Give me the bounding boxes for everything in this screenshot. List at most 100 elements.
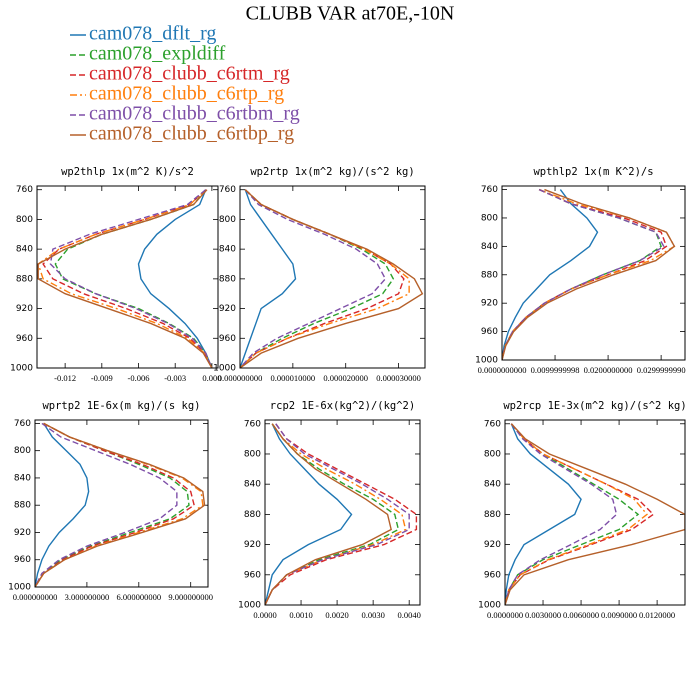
x-tick-label: 3.000000000 [65,592,110,602]
y-tick-label: 920 [244,540,261,550]
y-tick-label: 960 [484,570,501,580]
y-tick-label: 800 [481,213,498,223]
profile-line [265,423,353,605]
plot-frame [34,419,209,588]
profile-line [37,189,213,368]
profile-line [35,422,206,587]
plot-frame [239,185,426,369]
x-tick-label: 0.0099999998 [531,365,580,375]
x-tick-label: 0.0090000 [601,610,637,620]
y-tick-label: 760 [14,419,31,429]
plot-frame [501,185,686,361]
profile-line [42,189,213,368]
y-tick-label: 840 [219,245,236,255]
legend-label: cam078_expldiff [89,43,226,65]
y-tick-label: 1000 [475,356,498,366]
x-tick-label: -0.006 [128,373,150,383]
legend-label: cam078_clubb_c6rtp_rg [89,83,284,105]
y-tick-label: 960 [481,327,498,337]
y-tick-label: 920 [484,540,501,550]
y-tick-label: 760 [244,419,261,429]
y-tick-label: 880 [481,270,498,280]
legend-label: cam078_clubb_c6rtm_rg [89,63,290,85]
x-tick-label: 0.000000000 [13,592,58,602]
x-tick-label: -0.012 [54,373,76,383]
figure-title: CLUBB VAR at70E,-10N [246,3,455,25]
profile-line [505,423,640,605]
profile-line [137,189,213,368]
y-tick-label: 760 [484,419,501,429]
profile-line [502,188,668,360]
x-tick-label: 0.0299999990 [637,365,686,375]
x-tick-label: 0.0010 [289,610,312,620]
x-tick-label: 0.000 [202,373,221,383]
x-tick-label: 0.0200000000 [584,365,633,375]
y-tick-label: 920 [14,528,31,538]
x-tick-label: 0.0120000 [639,610,675,620]
profile-line [240,189,297,368]
y-tick-label: 880 [219,274,236,284]
x-tick-label: 0.0060000 [563,610,599,620]
y-tick-label: 960 [16,334,33,344]
x-tick-label: -0.009 [91,373,113,383]
legend-label: cam078_clubb_c6rtbp_rg [89,123,294,145]
plot-frame [36,185,219,369]
y-tick-label: 800 [14,446,31,456]
panel: wprtp2 1E-6x(m kg)/(s kg) 760 800 840 880 920… [8,400,213,602]
y-tick-label: 840 [244,480,261,490]
x-tick-label: -0.003 [164,373,186,383]
y-tick-label: 880 [484,510,501,520]
panel: wp2rtp 1x(m^2 kg)/(s^2 kg) 760 800 840 880 92… [213,166,426,383]
y-tick-label: 800 [16,215,33,225]
x-tick-label: 0.000010000 [271,373,316,383]
profile-line [35,422,178,587]
y-tick-label: 760 [481,185,498,195]
y-tick-label: 880 [14,501,31,511]
profile-line [265,423,418,605]
y-tick-label: 1000 [238,601,261,611]
panel: wpthlp2 1x(m K^2)/s 760 800 840 880 920 960 100… [475,166,685,375]
y-tick-label: 880 [16,274,33,284]
panel: rcp2 1E-6x(kg^2)/(kg^2) 760 800 840 880 920 96… [238,400,421,620]
profile-line [37,189,213,368]
panel-title: wpthlp2 1x(m K^2)/s [533,166,653,178]
y-tick-label: 960 [219,334,236,344]
profile-line [49,189,213,368]
y-tick-label: 1000 [478,601,501,611]
y-tick-label: 760 [16,185,33,195]
profile-line [505,423,655,605]
x-tick-label: 0.0030000 [525,610,561,620]
y-tick-label: 840 [481,242,498,252]
panel-title: wp2rcp 1E-3x(m^2 kg)/(s^2 kg) [503,400,686,412]
profile-line [240,189,424,368]
legend-label: cam078_clubb_c6rtbm_rg [89,103,300,125]
y-tick-label: 960 [14,555,31,565]
panel-title: wp2thlp 1x(m^2 K)/s^2 [61,166,194,178]
x-tick-label: 0.0030 [361,610,384,620]
y-tick-label: 960 [244,570,261,580]
y-tick-label: 1000 [10,364,33,374]
profile-line [265,423,392,605]
plot-frame [264,419,421,606]
y-tick-label: 840 [14,473,31,483]
x-tick-label: 6.000000000 [116,592,161,602]
panel-title: wprtp2 1E-6x(m kg)/(s kg) [42,400,200,412]
x-tick-label: 0.000000000 [218,373,263,383]
legend-label: cam078_dflt_rg [89,23,216,45]
y-tick-label: 1000 [8,583,31,593]
y-tick-label: 1000 [213,364,236,374]
profile-line [505,423,582,605]
y-tick-label: 800 [244,449,261,459]
x-tick-label: 0.0040 [397,610,420,620]
x-tick-label: 9.000000000 [168,592,213,602]
x-tick-label: 0.000020000 [323,373,368,383]
profile-line [505,423,648,605]
y-tick-label: 840 [16,245,33,255]
panel: wp2thlp 1x(m^2 K)/s^2 760 800 840 880 920 960 1… [10,166,221,383]
y-tick-label: 880 [244,510,261,520]
y-tick-label: 800 [219,215,236,225]
plot-frame [504,419,686,606]
y-tick-label: 760 [219,185,236,195]
profile-line [35,423,90,587]
